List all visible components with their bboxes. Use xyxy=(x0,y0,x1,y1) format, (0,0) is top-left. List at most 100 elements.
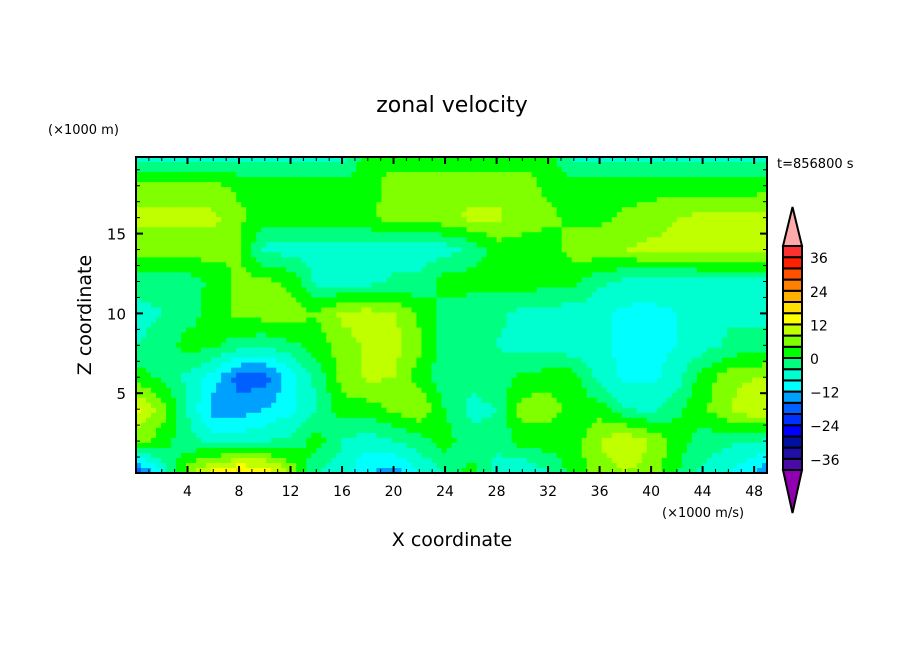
heatmap-cell xyxy=(201,242,207,248)
heatmap-cell xyxy=(166,227,172,233)
heatmap-cell xyxy=(526,177,533,183)
heatmap-cell xyxy=(371,337,377,344)
heatmap-cell xyxy=(181,272,187,278)
heatmap-cell xyxy=(606,242,613,248)
heatmap-cell xyxy=(151,322,157,329)
heatmap-cell xyxy=(191,277,197,283)
heatmap-cell xyxy=(216,217,222,223)
heatmap-cell xyxy=(286,347,292,354)
heatmap-cell xyxy=(276,192,282,198)
heatmap-cell xyxy=(336,337,342,344)
heatmap-cell xyxy=(346,197,352,203)
heatmap-cell xyxy=(361,282,367,289)
heatmap-cell xyxy=(591,167,598,173)
heatmap-cell xyxy=(556,342,563,349)
heatmap-cell xyxy=(261,302,267,309)
heatmap-cell xyxy=(706,297,713,304)
heatmap-cell xyxy=(321,242,327,248)
heatmap-cell xyxy=(466,232,473,238)
heatmap-cell xyxy=(756,222,763,228)
heatmap-cell xyxy=(506,287,513,294)
heatmap-cell xyxy=(476,162,483,168)
heatmap-cell xyxy=(516,187,523,193)
heatmap-cell xyxy=(566,317,573,324)
heatmap-cell xyxy=(286,267,292,273)
heatmap-cell xyxy=(636,272,643,278)
heatmap-cell xyxy=(646,262,653,268)
heatmap-cell xyxy=(316,162,322,168)
heatmap-cell xyxy=(176,162,182,168)
heatmap-cell xyxy=(721,272,728,278)
heatmap-cell xyxy=(561,267,568,273)
heatmap-cell xyxy=(531,212,538,218)
heatmap-cell xyxy=(286,212,292,218)
heatmap-cell xyxy=(666,332,673,339)
heatmap-cell xyxy=(391,227,398,233)
heatmap-cell xyxy=(306,222,312,228)
heatmap-cell xyxy=(621,197,628,203)
heatmap-cell xyxy=(586,212,593,218)
heatmap-cell xyxy=(281,192,287,198)
heatmap-cell xyxy=(576,312,583,319)
heatmap-cell xyxy=(301,257,307,263)
heatmap-cell xyxy=(546,202,553,208)
heatmap-cell xyxy=(196,182,202,188)
heatmap-cell xyxy=(746,157,753,163)
heatmap-cell xyxy=(621,287,628,294)
heatmap-cell xyxy=(211,237,217,243)
heatmap-cell xyxy=(171,212,177,218)
heatmap-cell xyxy=(736,277,743,283)
heatmap-cell xyxy=(431,327,438,334)
heatmap-cell xyxy=(586,332,593,339)
heatmap-cell xyxy=(701,347,708,354)
heatmap-cell xyxy=(441,242,448,248)
heatmap-cell xyxy=(491,352,498,359)
heatmap-cell xyxy=(736,312,743,319)
heatmap-cell xyxy=(441,252,448,258)
heatmap-cell xyxy=(161,317,167,324)
heatmap-cell xyxy=(516,257,523,263)
heatmap-cell xyxy=(591,237,598,243)
heatmap-cell xyxy=(251,267,257,273)
heatmap-cell xyxy=(516,162,523,168)
heatmap-cell xyxy=(256,262,262,268)
heatmap-cell xyxy=(506,267,513,273)
heatmap-cell xyxy=(381,347,387,354)
heatmap-cell xyxy=(681,177,688,183)
heatmap-cell xyxy=(341,167,347,173)
heatmap-cell xyxy=(611,267,618,273)
heatmap-cell xyxy=(676,182,683,188)
heatmap-cell xyxy=(631,197,638,203)
heatmap-cell xyxy=(276,222,282,228)
heatmap-cell xyxy=(581,317,588,324)
heatmap-cell xyxy=(576,202,583,208)
heatmap-cell xyxy=(331,287,337,294)
heatmap-cell xyxy=(201,342,207,349)
heatmap-cell xyxy=(576,172,583,178)
heatmap-cell xyxy=(611,262,618,268)
heatmap-cell xyxy=(721,212,728,218)
heatmap-cell xyxy=(266,317,272,324)
heatmap-cell xyxy=(506,237,513,243)
heatmap-cell xyxy=(311,182,317,188)
heatmap-cell xyxy=(756,347,763,354)
heatmap-cell xyxy=(196,277,202,283)
heatmap-cell xyxy=(626,332,633,339)
heatmap-cell xyxy=(281,352,287,359)
heatmap-cell xyxy=(731,272,738,278)
heatmap-cell xyxy=(216,302,222,309)
heatmap-cell xyxy=(256,182,262,188)
heatmap-cell xyxy=(546,252,553,258)
heatmap-cell xyxy=(526,307,533,314)
heatmap-cell xyxy=(356,297,362,304)
heatmap-cell xyxy=(416,297,423,304)
heatmap-cell xyxy=(156,207,162,213)
heatmap-cell xyxy=(421,167,428,173)
heatmap-cell xyxy=(211,257,217,263)
heatmap-cell xyxy=(251,192,257,198)
heatmap-cell xyxy=(681,162,688,168)
heatmap-cell xyxy=(666,167,673,173)
heatmap-cell xyxy=(276,267,282,273)
heatmap-cell xyxy=(341,327,347,334)
heatmap-cell xyxy=(741,247,748,253)
